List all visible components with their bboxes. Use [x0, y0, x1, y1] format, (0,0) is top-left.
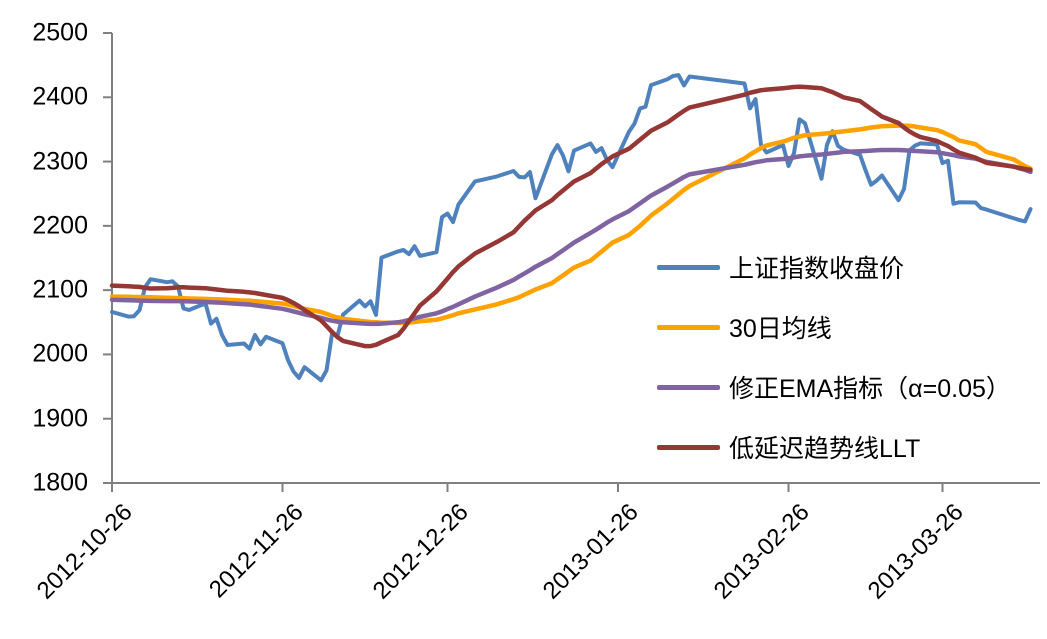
y-tick-label: 2000: [32, 339, 88, 368]
series-line-2: [109, 147, 1033, 327]
legend: 上证指数收盘价 30日均线修正EMA指标（α=0.05） 低延迟趋势线LLT: [657, 237, 1011, 477]
legend-label: 修正EMA指标（α=0.05）: [729, 375, 1011, 403]
legend-line-swatch-icon: [657, 264, 720, 270]
legend-label: 上证指数收盘价: [729, 255, 905, 283]
series-line-1: [109, 123, 1033, 326]
y-tick-label: 2500: [32, 18, 88, 47]
legend-line-swatch-icon: [657, 384, 720, 390]
legend-item: 上证指数收盘价: [657, 237, 1011, 297]
y-tick-label: 2400: [32, 82, 88, 111]
y-tick-label: 2200: [32, 211, 88, 240]
y-tick-label: 1900: [32, 404, 88, 433]
series-line-3: [109, 84, 1033, 349]
legend-line-swatch-icon: [657, 324, 720, 330]
y-tick-label: 2100: [32, 275, 88, 304]
legend-label: 低延迟趋势线LLT: [729, 435, 921, 463]
y-tick-label: 1800: [32, 468, 88, 497]
legend-item: 30日均线: [657, 297, 1011, 357]
legend-line-swatch-icon: [657, 444, 720, 450]
legend-item: 低延迟趋势线LLT: [657, 417, 1011, 477]
y-tick-label: 2300: [32, 147, 88, 176]
legend-label: 30日均线: [729, 315, 832, 343]
legend-item: 修正EMA指标（α=0.05）: [657, 357, 1011, 417]
series-line-0: [110, 73, 1033, 383]
